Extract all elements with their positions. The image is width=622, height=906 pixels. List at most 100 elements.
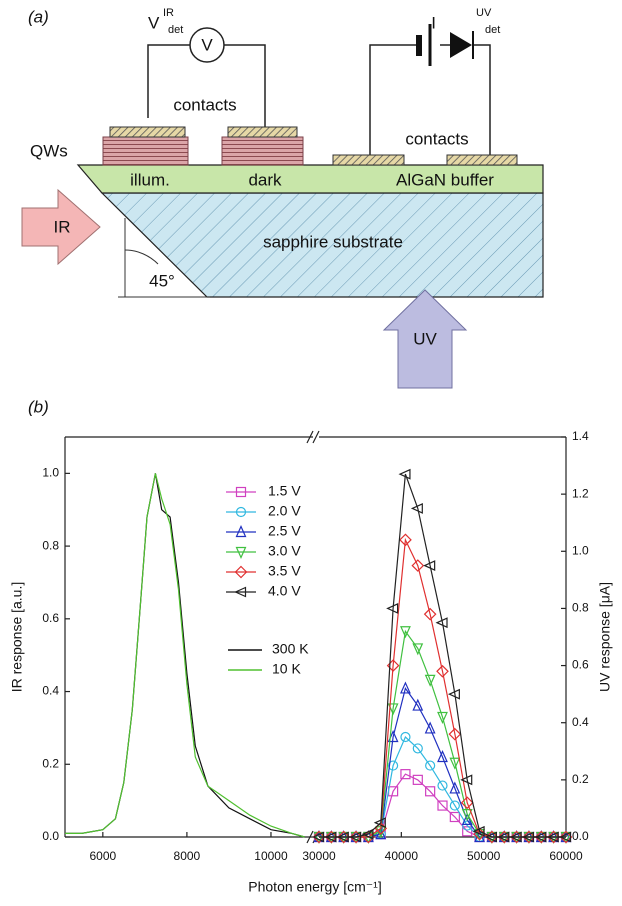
marker [521,831,535,843]
marker [412,643,424,656]
layer-label: illum. [130,170,170,189]
contact [332,154,405,166]
marker [336,831,349,843]
y2-tick-label: 1.4 [572,429,589,443]
qws-label: QWs [30,141,68,160]
marker [425,786,436,797]
legend-marker [235,546,247,559]
y2-tick-label: 0.0 [572,829,589,843]
marker [448,727,462,741]
marker [449,757,461,770]
legend-label: 2.5 V [268,523,301,539]
x-tick-label: 30000 [302,849,336,863]
marker [424,721,436,734]
marker [497,831,510,843]
marker [423,607,437,621]
marker [400,626,411,639]
marker [400,681,411,694]
axis-break [306,830,314,844]
marker [325,830,338,844]
detector-symbol: V [148,13,160,32]
uv-arrow-label: UV [413,329,437,348]
marker [398,468,411,480]
contact [109,126,186,138]
marker [424,674,436,687]
marker [509,831,522,843]
marker [412,698,424,711]
ir-arrow-label: IR [54,217,71,236]
y-tick-label: 0.8 [42,538,59,552]
angle-guide [118,218,210,298]
legend-label: 10 K [272,661,301,677]
marker [349,830,363,844]
layer-label: AlGaN buffer [396,170,494,189]
y2-axis-label: UV response [μA] [597,582,613,692]
detector-sup: UV [476,7,492,19]
marker [349,831,362,843]
marker [559,830,573,844]
legend-label: 2.0 V [268,503,301,519]
legend-label: 4.0 V [268,583,301,599]
marker [375,827,387,840]
marker [425,760,436,771]
marker [437,750,448,763]
marker [534,830,548,844]
marker [400,769,411,780]
marker [437,800,448,811]
marker [472,825,485,837]
marker [522,830,536,844]
x-tick-label: 40000 [385,849,419,863]
axis-break [312,430,320,444]
wire [147,44,266,128]
voltmeter-label: V [201,35,213,54]
legend-marker [234,565,248,579]
y-tick-label: 0.6 [42,611,59,625]
marker [361,828,374,840]
marker [399,533,412,547]
marker [324,831,337,843]
marker [400,731,411,743]
y2-tick-label: 1.0 [572,543,589,557]
marker [449,781,461,794]
panel-a: (a) V IR det V contacts I UV det contact… [21,7,544,389]
x-axis-label: Photon energy [cm⁻¹] [248,879,381,895]
ir-arrow [21,188,101,266]
marker [411,559,425,572]
x-tick-label: 50000 [467,849,501,863]
legend-marker [235,486,247,498]
angle-label: 45° [149,271,175,290]
y-tick-label: 0.0 [42,829,59,843]
substrate-label: sapphire substrate [263,232,403,251]
series-line [65,473,305,838]
marker [337,830,351,844]
detector-sub: det [168,24,183,36]
marker [387,703,399,716]
x-tick-label: 60000 [549,849,583,863]
marker [373,817,386,829]
wire [369,44,491,155]
legend-marker [235,525,247,538]
marker [547,830,560,844]
marker [437,780,448,791]
quantum-wells [221,136,304,166]
marker [447,688,460,700]
detector-sub: det [485,24,500,36]
diode [450,32,472,58]
marker [559,831,572,843]
marker [410,503,423,514]
marker [312,830,326,844]
uv-arrow [382,289,468,389]
y2-tick-label: 0.6 [572,658,589,672]
legend-label: 3.5 V [268,563,301,579]
x-tick-label: 8000 [174,849,201,863]
contacts-label: contacts [405,129,468,148]
marker [449,800,460,811]
contacts-label: contacts [173,95,236,114]
contact [227,126,298,138]
marker [461,812,473,825]
legend-marker [235,506,247,518]
marker [423,560,436,571]
marker [449,811,460,823]
